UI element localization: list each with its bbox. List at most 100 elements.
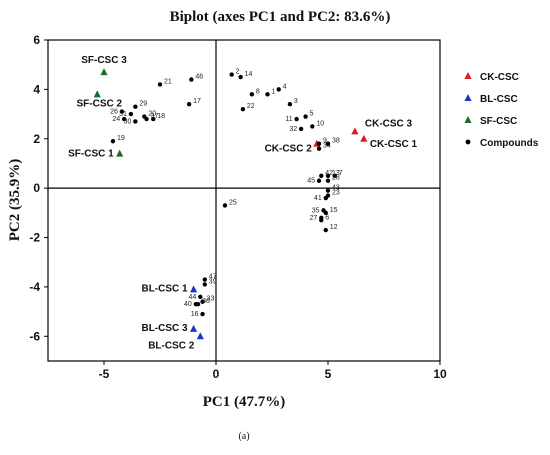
compound-point-label: 25 [229,199,237,206]
compound-point-22 [240,106,246,112]
compound-point-label: 13 [332,170,340,177]
compound-point-label: 24 [112,116,120,123]
y-axis-label: PC2 (35.9%) [7,159,23,242]
compound-point-1 [265,92,270,97]
sample-point-bl-csc-3 [190,324,198,332]
x-tick-label: 5 [325,367,332,381]
series-bl-csc: BL-CSC 1 BL-CSC 3 BL-CSC 2 [141,283,204,351]
compound-point-9 [316,141,322,146]
sample-point-sf-csc-1 [116,149,124,157]
compound-point-label: 45 [307,178,315,185]
compound-point-label: 38 [332,138,340,145]
compound-point-label: 36 [202,298,210,305]
compound-point-label: 5 [310,111,314,118]
compound-point-28 [325,178,331,183]
compound-point-label: 3 [294,98,298,105]
compound-point-18 [151,116,156,122]
y-tick-label: -2 [29,231,40,245]
compound-point-5 [303,114,308,119]
compound-point-31 [128,111,134,117]
legend-marker [464,116,472,123]
legend-marker [464,94,472,101]
compound-point-label: 35 [312,207,320,214]
y-tick-label: -4 [29,280,40,294]
sample-point-label: BL-CSC 3 [141,323,188,334]
y-tick-label: 0 [33,181,40,195]
compound-point-label: 10 [316,120,324,127]
compound-point-39 [202,282,207,287]
sample-point-label: SF-CSC 3 [81,55,127,66]
sample-point-label: SF-CSC 1 [68,149,114,160]
compound-point-label: 19 [117,135,125,142]
compound-point-38 [325,141,331,146]
series-compounds: 1234567891011121314151617181920212223242… [110,69,343,319]
compound-point-16 [200,311,205,317]
series-ck-csc: CK-CSC 3 CK-CSC 1 CK-CSC 2 [265,118,418,154]
compound-point-14 [238,74,243,80]
compound-point-label: 1 [272,88,276,95]
compound-point-label: 27 [309,215,317,222]
x-tick-label: 10 [433,367,447,381]
compound-point-41 [323,195,328,201]
sample-point-label: CK-CSC 1 [370,139,418,150]
compound-point-8 [249,92,255,97]
compound-point-label: 39 [209,278,217,285]
compound-point-2 [229,72,234,77]
compound-point-19 [110,139,116,144]
compound-point-label: 34 [323,143,331,150]
compound-point-label: 22 [247,103,255,110]
legend-marker [465,139,471,145]
compound-point-10 [310,124,315,129]
compound-point-label: 17 [193,98,201,105]
compound-point-label: 23 [332,190,340,197]
sample-point-label: CK-CSC 2 [265,144,313,155]
compound-point-24 [121,116,127,122]
compound-point-label: 15 [330,207,338,214]
compound-point-label: 46 [195,74,203,81]
legend: CK-CSC BL-CSC SF-CSC Compounds [464,72,539,149]
compound-point-label: 21 [164,78,172,85]
compound-point-35 [321,208,326,213]
compound-point-46 [189,77,194,82]
compound-point-26 [119,109,125,114]
compound-point-42 [319,173,324,179]
sample-point-ck-csc-1 [360,134,368,142]
sample-point-label: SF-CSC 2 [76,98,122,109]
sample-point-label: CK-CSC 3 [365,118,413,129]
compound-point-label: 2 [236,69,240,76]
compound-point-label: 32 [289,126,297,133]
compound-point-label: 8 [256,88,260,95]
compound-point-27 [319,215,324,220]
compound-point-29 [133,104,138,109]
x-tick-label: -5 [99,367,110,381]
x-tick-label: 0 [213,367,220,381]
sample-point-label: BL-CSC 2 [148,340,195,351]
compound-point-label: 28 [332,175,340,182]
compound-point-37 [144,116,149,122]
compound-point-3 [287,102,293,107]
series-sf-csc: SF-CSC 3 SF-CSC 2 SF-CSC 1 [68,55,127,159]
plot-frame [47,39,441,362]
compound-point-label: 9 [323,138,327,145]
compound-point-30 [133,119,138,124]
compound-point-label: 14 [245,71,253,78]
compound-point-21 [157,82,163,87]
compound-point-13 [325,173,331,179]
compound-point-label: 43 [332,185,340,192]
compound-point-label: 40 [184,301,192,308]
compound-point-32 [298,126,304,132]
figure-caption: (a) [238,431,249,442]
legend-marker [464,72,472,79]
compound-point-43 [325,188,331,193]
compound-point-label: 11 [285,116,292,123]
compound-point-label: 12 [330,224,338,231]
chart-title: Biplot (axes PC1 and PC2: 83.6%) [170,9,391,25]
y-tick-label: 2 [33,132,40,146]
legend-label: SF-CSC [480,116,517,127]
sample-point-sf-csc-3 [100,68,108,76]
sample-point-label: BL-CSC 1 [141,283,188,294]
legend-label: Compounds [480,138,539,149]
compound-point-label: 20 [148,111,156,118]
compound-point-label: 33 [207,296,215,303]
sample-point-sf-csc-2 [93,90,101,98]
